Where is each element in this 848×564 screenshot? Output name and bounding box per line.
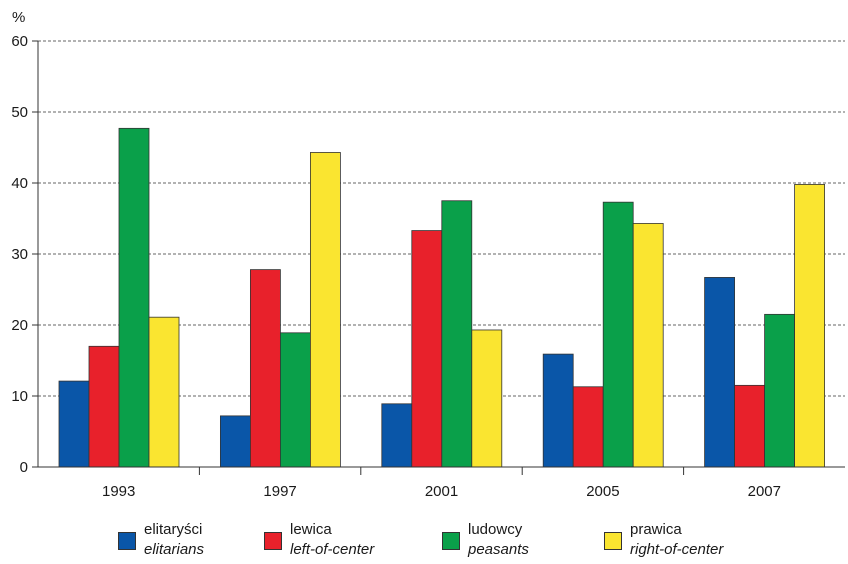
legend-swatch: [264, 532, 282, 550]
bar: [572, 386, 604, 468]
bar: [734, 384, 765, 468]
x-tick-label: 1993: [102, 483, 135, 500]
axes: [32, 40, 845, 475]
bar: [441, 200, 473, 468]
bar: [704, 277, 735, 468]
bar: [118, 127, 150, 468]
bars: [58, 127, 825, 468]
bar: [88, 345, 120, 468]
bar: [602, 201, 634, 468]
y-tick-label: 30: [11, 246, 28, 263]
bar: [381, 403, 413, 468]
legend-label-en: left-of-center: [290, 541, 375, 558]
legend-label-en: peasants: [468, 541, 529, 558]
legend-item-elitarians: elitaryści elitarians: [118, 520, 236, 560]
bar: [279, 332, 311, 468]
legend-swatch: [118, 532, 136, 550]
bar: [148, 316, 180, 468]
bar: [542, 353, 574, 468]
legend-label-pl: ludowcy: [468, 521, 523, 538]
legend-swatch: [442, 532, 460, 550]
y-tick-label: 10: [11, 388, 28, 405]
bar: [58, 380, 90, 468]
bar: [309, 152, 341, 468]
bar: [411, 230, 443, 468]
y-tick-label: 40: [11, 175, 28, 192]
x-tick-label: 2001: [425, 483, 458, 500]
y-tick-label: 0: [20, 459, 28, 476]
legend-label-pl: prawica: [630, 521, 682, 538]
legend-label-pl: elitaryści: [144, 521, 203, 538]
bar: [632, 223, 664, 468]
x-tick-labels: 1993 1997 2001 2005 2007: [102, 483, 781, 500]
bar: [764, 313, 795, 468]
x-tick-label: 2005: [586, 483, 619, 500]
legend-item-left-of-center: lewica left-of-center: [264, 520, 414, 560]
x-tick-label: 1997: [263, 483, 296, 500]
y-tick-label: 20: [11, 317, 28, 334]
bar: [249, 269, 281, 468]
legend-label-en: right-of-center: [630, 541, 724, 558]
chart: 0 10 20 30 40 50 60 1993 1997 2001 2005 2007 %: [11, 9, 845, 500]
bar: [219, 415, 251, 468]
y-tick-label: 60: [11, 33, 28, 50]
legend-item-peasants: ludowcy peasants: [442, 520, 576, 560]
x-tick-label: 2007: [748, 483, 781, 500]
y-tick-label: 50: [11, 104, 28, 121]
legend-swatch: [604, 532, 622, 550]
y-axis-label: %: [12, 9, 25, 26]
legend-label-pl: lewica: [290, 521, 332, 538]
legend: elitaryści elitarians lewica left-of-cen…: [118, 520, 751, 560]
bar: [471, 329, 503, 468]
y-tick-labels: 0 10 20 30 40 50 60: [11, 33, 28, 476]
legend-item-right-of-center: prawica right-of-center: [604, 520, 723, 560]
bar: [794, 184, 825, 468]
legend-label-en: elitarians: [144, 541, 205, 558]
